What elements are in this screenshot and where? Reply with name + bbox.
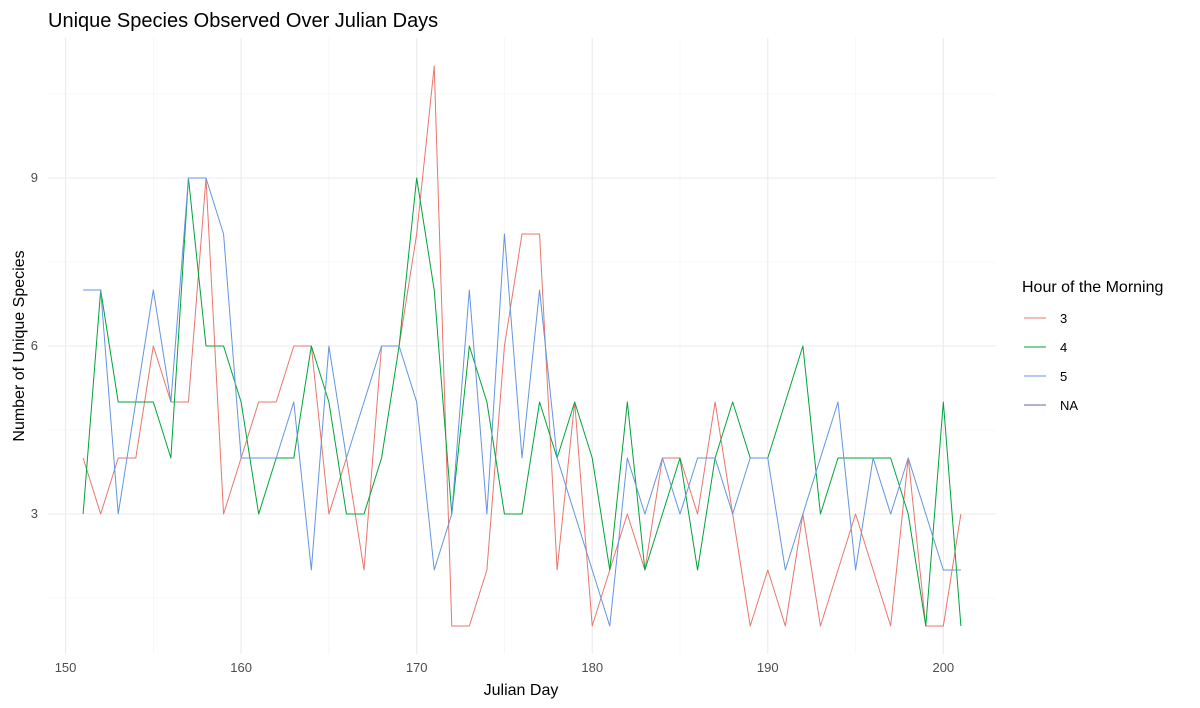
y-tick-label: 9 [31,170,38,185]
y-tick-label: 6 [31,338,38,353]
series-line-3 [82,65,962,627]
x-tick-label: 190 [757,660,779,675]
x-tick-label: 160 [230,660,252,675]
series-line-5 [83,177,961,627]
chart-title: Unique Species Observed Over Julian Days [48,10,438,32]
x-tick-label: 170 [406,660,428,675]
legend-label-3: 3 [1060,311,1067,326]
legend-label-na: NA [1060,398,1078,413]
y-tick-labels: 3 6 9 [31,170,38,521]
legend-label-4: 4 [1060,340,1067,355]
x-tick-labels: 150 160 170 180 190 200 [55,660,954,675]
legend: Hour of the Morning 3 4 5 NA [1022,279,1163,413]
y-axis-title: Number of Unique Species [11,250,28,441]
x-axis-title: Julian Day [484,682,559,699]
y-tick-label: 3 [31,506,38,521]
series-line-4 [82,177,962,627]
legend-label-5: 5 [1060,369,1067,384]
x-tick-label: 150 [55,660,77,675]
grid [48,38,996,654]
x-tick-label: 180 [581,660,603,675]
x-tick-label: 200 [932,660,954,675]
legend-title: Hour of the Morning [1022,279,1163,296]
series-lines [82,65,962,627]
